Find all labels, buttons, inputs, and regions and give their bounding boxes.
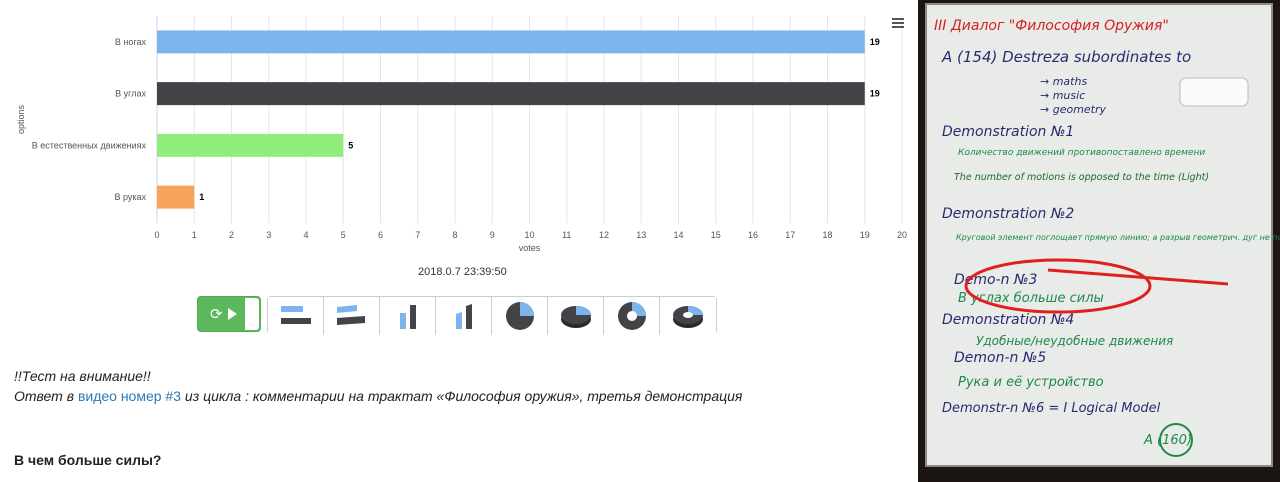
x-tick-label: 9 bbox=[490, 230, 495, 240]
y-axis-title: options bbox=[16, 104, 26, 134]
pie-chart-icon bbox=[505, 302, 534, 330]
whiteboard-line: Demon-n №5 bbox=[954, 350, 1046, 366]
pie-chart-button[interactable] bbox=[492, 297, 548, 335]
whiteboard-line: → maths bbox=[1040, 75, 1087, 88]
whiteboard-line: В углах больше силы bbox=[958, 291, 1104, 306]
chart-type-switcher bbox=[267, 296, 717, 335]
category-label: В руках bbox=[114, 192, 146, 202]
video-link[interactable]: видео номер #3 bbox=[77, 388, 182, 404]
x-tick-label: 14 bbox=[673, 230, 683, 240]
whiteboard-text: III Диалог "Философия Оружия" A (154) De… bbox=[934, 18, 1280, 448]
x-tick-label: 7 bbox=[415, 230, 420, 240]
x-tick-label: 8 bbox=[452, 230, 457, 240]
x-tick-label: 2 bbox=[229, 230, 234, 240]
refresh-play-button[interactable]: ⟳ bbox=[197, 296, 261, 332]
x-tick-label: 3 bbox=[266, 230, 271, 240]
bar bbox=[157, 185, 195, 209]
play-icon bbox=[227, 308, 237, 320]
donut-chart-button[interactable] bbox=[604, 297, 660, 335]
post-answer: Ответ в видео номер #3 из цикла : коммен… bbox=[14, 388, 742, 404]
donut-3d-icon bbox=[673, 306, 703, 328]
donut-3d-chart-button[interactable] bbox=[660, 297, 716, 335]
whiteboard-photo: III Диалог "Философия Оружия" A (154) De… bbox=[918, 0, 1280, 482]
chart-toolbar: ⟳ bbox=[197, 296, 717, 335]
category-label: В углах bbox=[115, 89, 146, 99]
poll-question: В чем больше силы? bbox=[14, 452, 162, 468]
answer-suffix: из цикла : комментарии на трактат «Филос… bbox=[184, 388, 743, 404]
x-tick-label: 1 bbox=[192, 230, 197, 240]
x-tick-label: 4 bbox=[303, 230, 308, 240]
whiteboard-line: Demonstr-n №6 = I Logical Model bbox=[942, 401, 1161, 416]
x-tick-label: 13 bbox=[636, 230, 646, 240]
x-tick-label: 12 bbox=[599, 230, 609, 240]
poll-results-chart: 0 1 2 3 4 5 6 7 8 9 10 11 12 13 14 15 16 17 18 19 20 19 В нога… bbox=[0, 0, 918, 265]
chart-menu-icon[interactable] bbox=[892, 18, 904, 30]
whiteboard-line: → music bbox=[1040, 89, 1085, 102]
x-tick-label: 17 bbox=[785, 230, 795, 240]
pie-3d-chart-button[interactable] bbox=[548, 297, 604, 335]
x-axis-title: votes bbox=[519, 243, 541, 253]
x-tick-label: 6 bbox=[378, 230, 383, 240]
bar bbox=[157, 30, 865, 54]
whiteboard-line: Удобные/неудобные движения bbox=[976, 334, 1173, 348]
category-label: В ногах bbox=[115, 37, 147, 47]
red-circle-mark bbox=[964, 258, 1152, 314]
bar-chart-button[interactable] bbox=[268, 297, 324, 335]
data-label: 5 bbox=[348, 140, 353, 150]
x-tick-label: 11 bbox=[562, 230, 571, 240]
poll-timestamp: 2018.0.7 23:39:50 bbox=[418, 266, 507, 278]
red-arrow-mark bbox=[1047, 268, 1229, 286]
x-tick-label: 10 bbox=[524, 230, 534, 240]
x-tick-label: 19 bbox=[860, 230, 870, 240]
post-intro: !!Тест на внимание!! bbox=[14, 368, 151, 384]
whiteboard-line: A (160) bbox=[1143, 433, 1192, 448]
whiteboard-line: Demonstration №2 bbox=[942, 206, 1074, 222]
bar bbox=[157, 82, 865, 106]
column-3d-chart-button[interactable] bbox=[436, 297, 492, 335]
x-tick-label: 0 bbox=[154, 230, 159, 240]
whiteboard-title: III Диалог "Философия Оружия" bbox=[934, 18, 1169, 34]
data-label: 19 bbox=[870, 37, 880, 47]
column-3d-icon bbox=[455, 304, 472, 329]
x-tick-label: 5 bbox=[341, 230, 346, 240]
category-label: В естественных движениях bbox=[32, 140, 147, 150]
answer-prefix: Ответ в bbox=[14, 388, 75, 404]
x-tick-label: 20 bbox=[897, 230, 907, 240]
whiteboard-line: Количество движений противопоставлено вр… bbox=[958, 148, 1205, 158]
bar-3d-chart-button[interactable] bbox=[324, 297, 380, 335]
pie-3d-icon bbox=[560, 306, 591, 328]
whiteboard-line: → geometry bbox=[1040, 103, 1107, 116]
donut-chart-icon bbox=[617, 302, 646, 330]
data-label: 19 bbox=[870, 89, 880, 99]
whiteboard-image: III Диалог "Философия Оружия" A (154) De… bbox=[918, 0, 1280, 482]
column-chart-button[interactable] bbox=[380, 297, 436, 335]
column-chart-icon bbox=[399, 305, 416, 329]
whiteboard-line: Demonstration №4 bbox=[942, 312, 1074, 328]
bar-chart-icon bbox=[280, 306, 311, 324]
whiteboard-line: Круговой элемент поглощает прямую линию;… bbox=[956, 233, 1280, 242]
x-tick-label: 15 bbox=[711, 230, 721, 240]
whiteboard-line: Demonstration №1 bbox=[942, 124, 1074, 140]
whiteboard-line: The number of motions is opposed to the … bbox=[954, 172, 1209, 183]
whiteboard-line: A (154) Destreza subordinates to bbox=[941, 48, 1191, 66]
bar-3d-icon bbox=[336, 305, 365, 325]
refresh-icon: ⟳ bbox=[210, 306, 223, 323]
bar bbox=[157, 133, 344, 157]
x-tick-label: 16 bbox=[748, 230, 758, 240]
x-tick-label: 18 bbox=[822, 230, 832, 240]
data-label: 1 bbox=[199, 192, 204, 202]
whiteboard-line: Рука и её устройство bbox=[958, 375, 1104, 390]
